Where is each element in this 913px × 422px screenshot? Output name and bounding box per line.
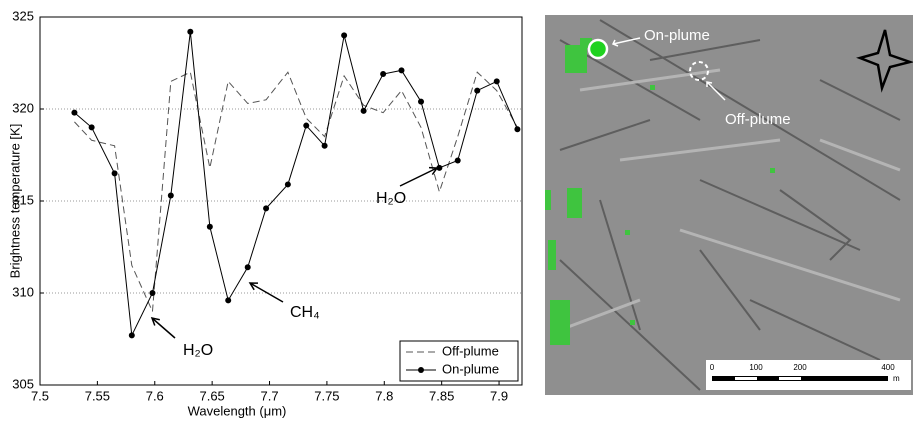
scale-label: 0: [710, 363, 715, 372]
data-point: [284, 181, 291, 188]
data-point: [71, 109, 78, 116]
y-tick-label: 320: [12, 100, 34, 115]
image-label: On-plume: [644, 27, 710, 44]
scale-bar-box: [706, 360, 911, 390]
legend-box: [399, 340, 519, 382]
arrow: [611, 37, 726, 101]
data-point: [474, 87, 481, 94]
annotation-arrow: [399, 167, 438, 187]
legend-marker: [418, 367, 424, 373]
data-point: [167, 192, 174, 199]
data-point: [149, 290, 156, 296]
y-tick-label: 325: [12, 8, 34, 23]
off-plume-marker: [689, 61, 709, 81]
scale-label: 200: [793, 363, 807, 372]
y-tick-label: 310: [12, 284, 34, 299]
x-tick-label: 7.5: [31, 388, 49, 403]
x-tick-label: 7.7: [260, 388, 278, 403]
annotation: H₂O: [376, 190, 406, 207]
scale-label: 400: [881, 363, 895, 372]
x-tick-label: 7.85: [429, 388, 454, 403]
legend-label: On-plume: [442, 361, 499, 376]
legend-label: Off-plume: [442, 343, 499, 358]
data-point: [398, 67, 405, 74]
data-point: [206, 223, 213, 230]
annotation-arrowhead: [428, 166, 439, 175]
x-tick-label: 7.75: [314, 388, 339, 403]
data-point: [454, 157, 461, 164]
series-line: [74, 71, 518, 312]
data-point: [187, 28, 194, 35]
annotation-arrow: [151, 317, 176, 339]
plot-frame: [39, 16, 523, 386]
y-tick-label: 305: [12, 376, 34, 391]
data-point: [341, 32, 348, 39]
y-axis-label: Brightness temperature [K]: [7, 124, 22, 279]
data-point: [493, 78, 500, 85]
y-tick-label: 315: [12, 192, 34, 207]
map-panel: On-plume Off-plume 0 100 200 400 m: [545, 15, 913, 395]
scale-bar: [779, 377, 801, 380]
data-point: [111, 170, 118, 177]
data-point: [244, 264, 251, 271]
data-point: [380, 71, 387, 78]
annotation: H₂O: [183, 342, 213, 359]
x-axis-label: Wavelength (μm): [188, 403, 287, 418]
north-arrow: [856, 29, 913, 93]
data-point: [128, 332, 135, 339]
annotation-arrowhead: [150, 316, 160, 326]
annotation: CH₄: [290, 304, 320, 321]
series-line: [74, 31, 518, 338]
scale-unit: m: [893, 374, 900, 383]
x-tick-label: 7.6: [146, 388, 164, 403]
data-point: [88, 124, 95, 131]
plume-pixels: [545, 38, 775, 345]
x-tick-label: 7.9: [490, 388, 508, 403]
image-label: Off-plume: [725, 111, 791, 128]
scale-label: 100: [749, 363, 763, 372]
on-plume-marker: [587, 38, 609, 60]
scale-bar: [735, 377, 757, 380]
data-point: [418, 98, 425, 105]
data-point: [360, 107, 367, 114]
x-tick-label: 7.8: [375, 388, 393, 403]
data-point: [303, 122, 310, 129]
data-point: [514, 126, 521, 133]
data-point: [436, 164, 443, 171]
x-tick-label: 7.65: [199, 388, 224, 403]
data-point: [321, 142, 328, 149]
annotation-arrowhead: [248, 282, 259, 291]
terrain: [559, 68, 901, 332]
annotation-arrow: [249, 282, 284, 303]
data-point: [263, 205, 270, 212]
data-point: [225, 297, 232, 304]
x-tick-label: 7.55: [85, 388, 110, 403]
image-background: [545, 15, 913, 395]
